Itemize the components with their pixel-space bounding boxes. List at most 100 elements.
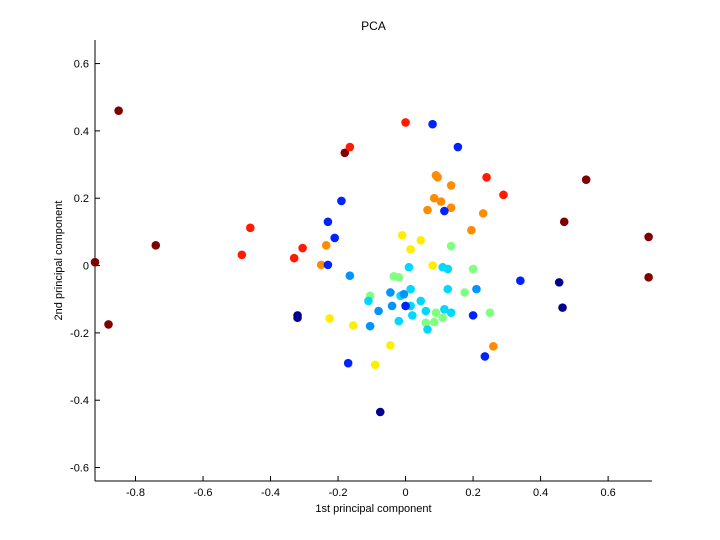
data-point [404,262,414,272]
data-point [489,342,498,351]
data-point [429,317,439,327]
data-point [394,316,404,326]
x-tick-label: 0.4 [533,487,548,499]
data-point [423,325,432,334]
data-point [440,206,449,216]
data-point [343,358,353,368]
data-point [485,308,495,317]
data-point [345,271,355,280]
data-point [370,360,380,370]
data-point [323,217,333,227]
data-point [440,305,449,314]
data-point [114,106,123,115]
data-point [406,245,415,254]
data-point [467,225,476,235]
data-point [423,205,432,215]
data-point [644,232,653,242]
x-axis-label: 1st principal component [315,503,431,515]
data-point [446,241,456,251]
plot-area: -0.8 -0.6 -0.4 -0.2 0 0.2 0.4 0.6 -0.6 -0.4 -0.2 0… [70,40,653,499]
data-point [337,196,346,206]
chart-title: PCA [361,19,386,33]
y-tick-label: -0.2 [70,328,89,340]
x-tick-label: -0.8 [126,487,145,499]
data-point [480,352,490,361]
x-tick-label: -0.2 [329,487,348,499]
data-point [421,318,431,328]
data-point [436,197,446,206]
data-point [431,308,441,317]
data-point [399,289,409,299]
data-point [453,142,463,152]
data-point [443,264,453,274]
data-point [340,148,350,158]
data-point [472,284,481,294]
y-axis-label: 2nd principal component [53,201,65,321]
x-tick-label: 0 [403,487,409,499]
data-point [345,142,355,152]
data-point [386,288,395,297]
data-point [499,190,508,200]
data-point [559,217,569,227]
data-point [365,321,375,331]
data-point [364,296,373,306]
data-point [316,260,326,270]
data-point [429,193,439,203]
data-point [416,296,426,306]
data-point [446,203,456,212]
data-point [406,284,415,294]
data-point [325,314,334,323]
data-point [482,173,491,182]
data-point [348,321,358,330]
data-point [321,241,331,250]
data-point [293,313,302,323]
data-point [558,303,567,312]
x-tick-label: -0.4 [261,487,280,499]
data-points [90,106,653,417]
data-point [428,119,437,129]
data-point [416,236,426,245]
data-point [460,288,469,297]
data-point [433,173,442,182]
data-point [323,260,333,270]
data-point [90,257,100,267]
y-tick-label: 0.6 [74,59,89,71]
data-point [397,230,407,240]
y-tick-label: -0.4 [70,395,89,407]
data-point [237,250,247,260]
data-point [408,311,417,320]
x-tick-label: -0.6 [194,487,213,499]
data-point [446,308,456,317]
data-point [386,341,395,350]
x-axis-ticks: -0.8 -0.6 -0.4 -0.2 0 0.2 0.4 0.6 [126,476,616,499]
data-point [468,311,478,320]
data-point [421,306,431,316]
y-tick-label: -0.6 [70,463,89,475]
data-point [387,301,397,311]
y-tick-label: 0 [83,261,89,273]
data-point [516,276,525,285]
data-point [581,175,591,185]
data-point [443,284,453,294]
data-point [446,181,456,190]
y-axis-ticks: -0.6 -0.4 -0.2 0 0.2 0.4 0.6 [70,59,100,475]
data-point [104,320,113,329]
y-tick-label: 0.2 [74,193,89,205]
data-point [438,313,448,323]
data-point [478,209,488,218]
data-point [401,301,410,311]
data-point [644,273,653,282]
data-point [298,243,307,253]
data-point [401,118,410,127]
x-tick-label: 0.6 [600,487,615,499]
data-point [151,241,161,250]
data-point [394,273,404,282]
y-tick-label: 0.4 [74,126,89,138]
data-point [289,253,299,263]
data-point [330,233,339,243]
data-point [245,223,255,233]
data-point [374,306,383,316]
data-point [468,264,478,274]
data-point [428,261,437,270]
